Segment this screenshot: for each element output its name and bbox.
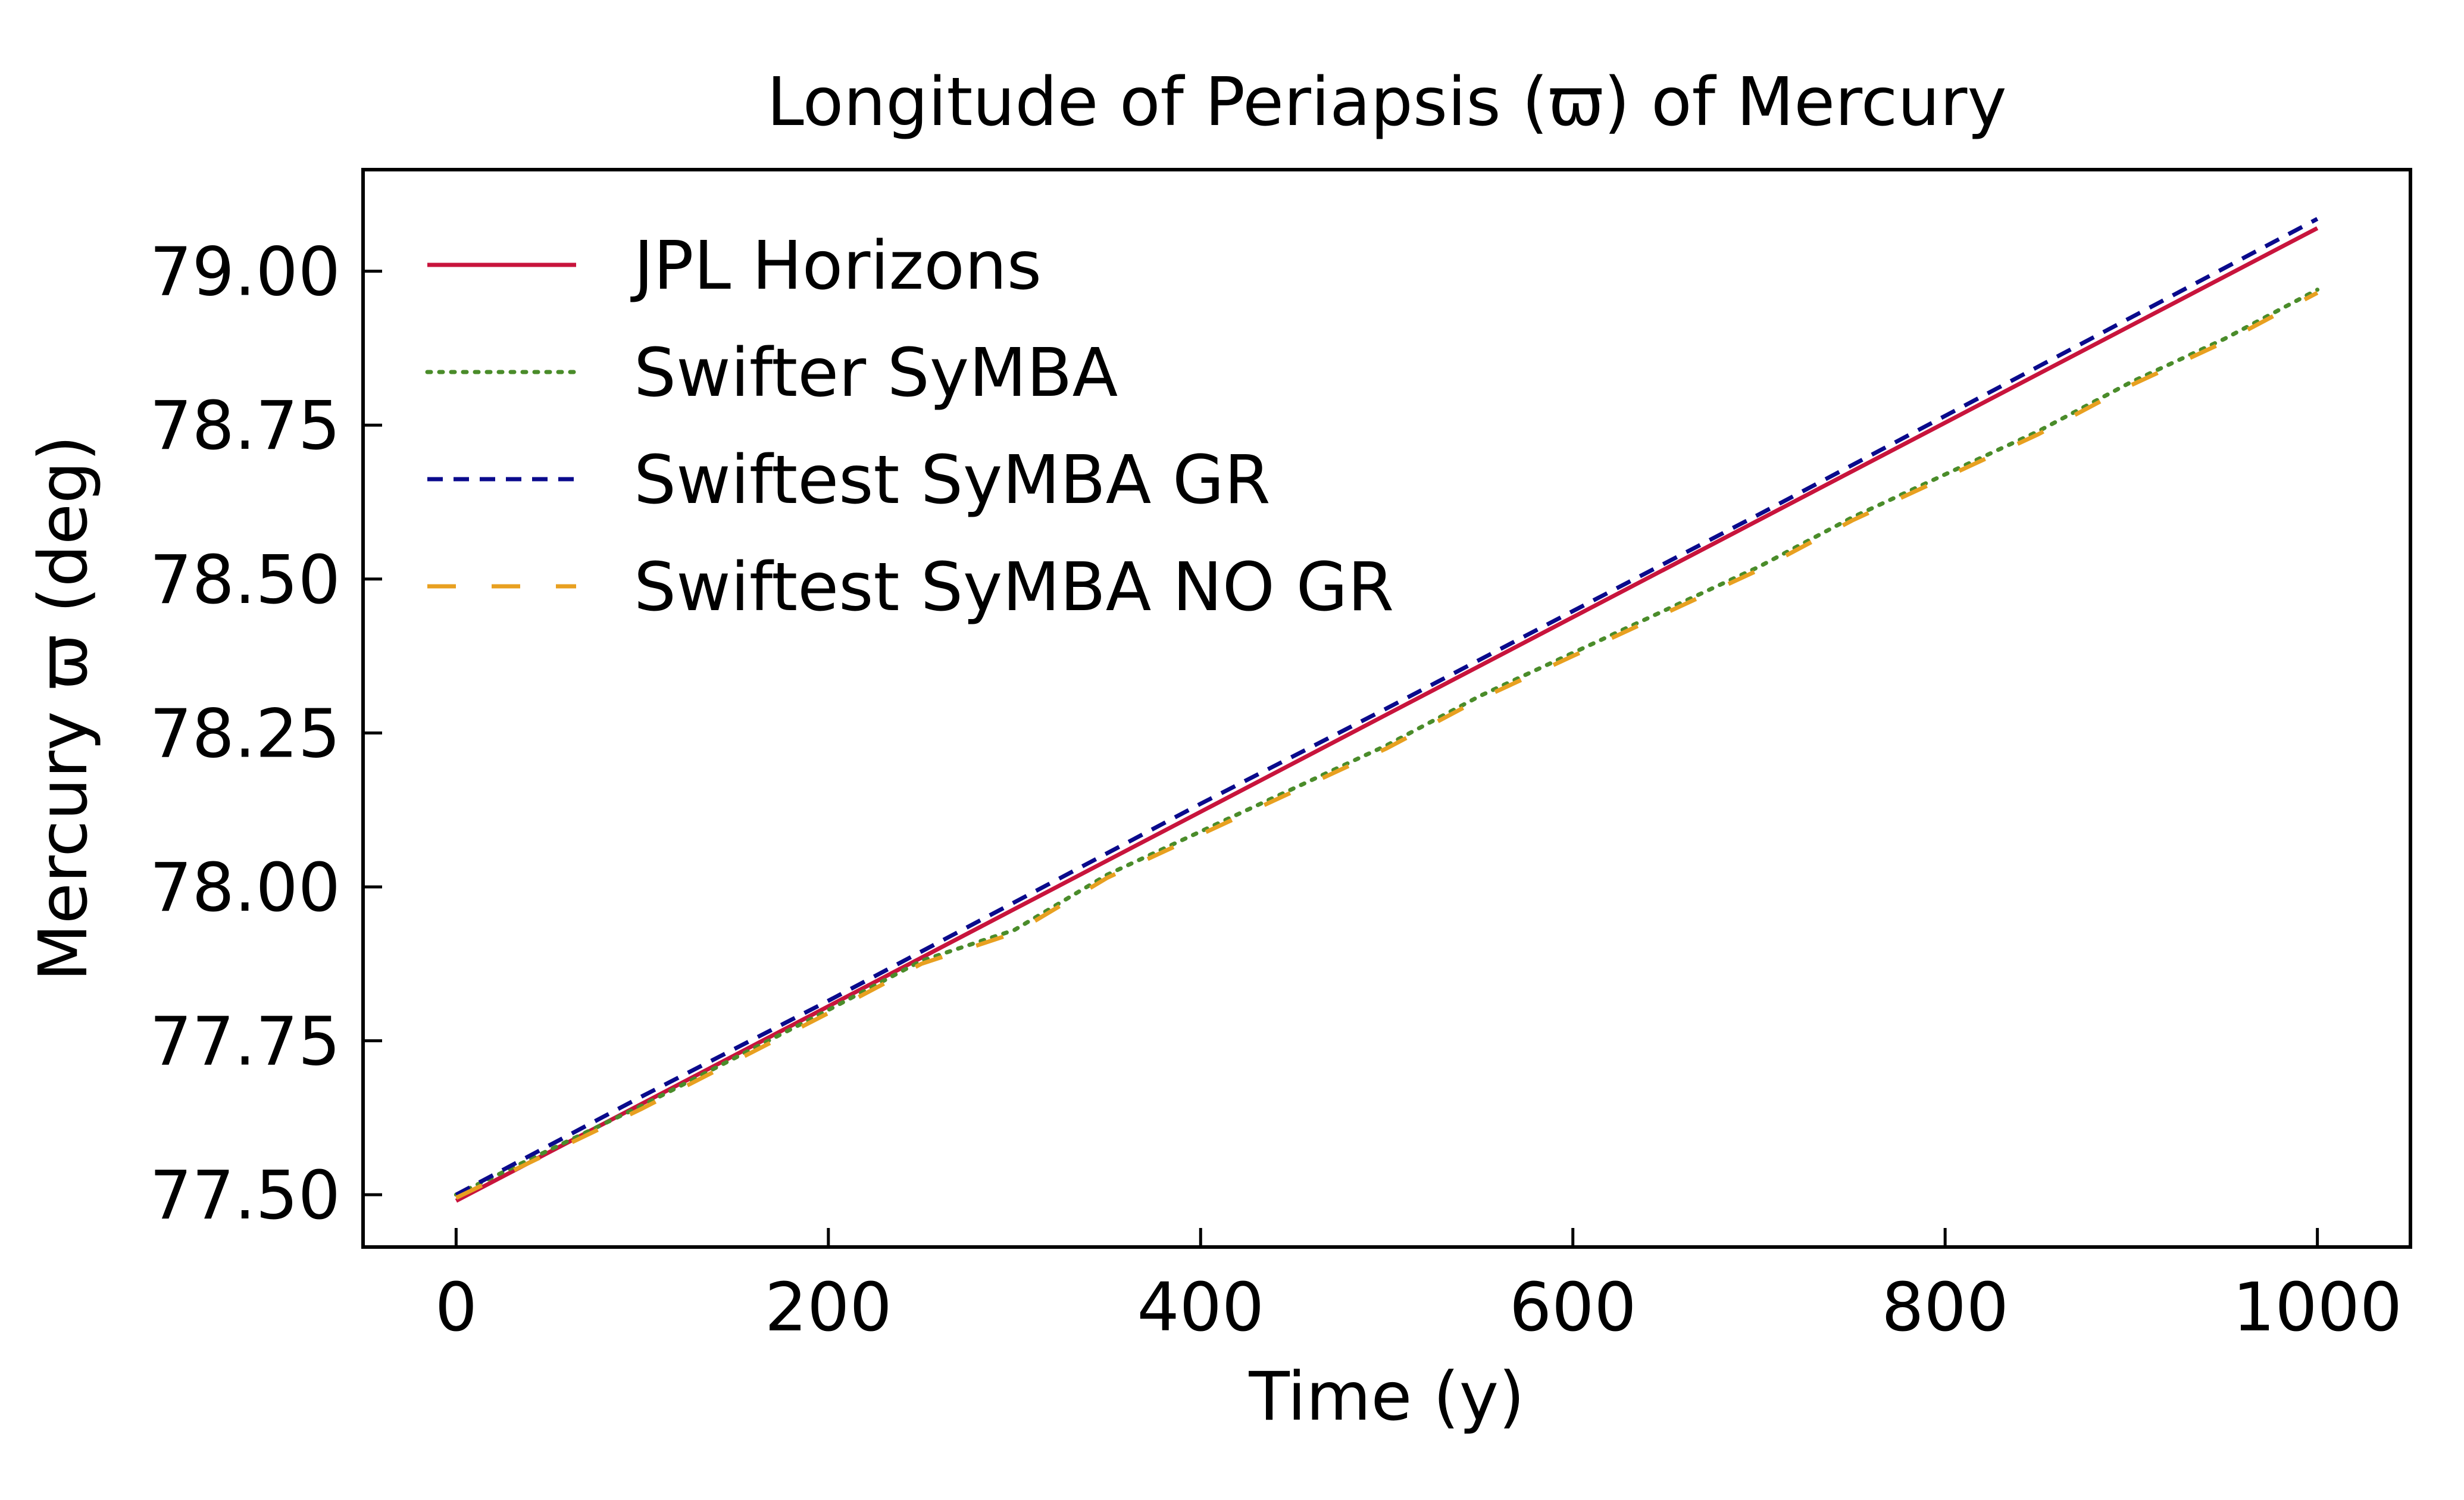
y-axis-label: Mercury ϖ (deg): [25, 435, 102, 982]
legend-label-1: JPL Horizons: [630, 227, 1042, 305]
x-tick-label: 400: [1137, 1269, 1264, 1346]
series-line-4: [455, 290, 2319, 1200]
x-tick-label: 800: [1881, 1269, 2009, 1346]
y-tick-label: 77.75: [149, 1004, 340, 1081]
series-layer: [454, 217, 2320, 1203]
tick-layer: 0 200 400 600 800 1000 77.50 77.75 78.00 78.25 78.…: [149, 234, 2402, 1346]
x-tick-label: 200: [765, 1269, 892, 1346]
series-line-1: [455, 226, 2319, 1203]
legend: JPL Horizons Swifter SyMBA Swiftest SyMBA …: [425, 227, 1394, 626]
chart-title: Longitude of Periapsis (ϖ) of Mercury: [767, 64, 2006, 141]
x-tick-label: 1000: [2232, 1269, 2402, 1346]
y-tick-label: 78.75: [149, 388, 340, 465]
x-axis-label: Time (y): [1248, 1358, 1524, 1436]
y-tick-label: 78.00: [149, 849, 340, 927]
plot-frame: [361, 168, 2412, 1249]
series-line-3: [455, 217, 2319, 1197]
legend-label-3: Swiftest SyMBA GR: [634, 442, 1271, 519]
y-tick-label: 79.00: [149, 234, 340, 311]
x-tick-label: 0: [435, 1269, 477, 1346]
x-tick-label: 600: [1509, 1269, 1637, 1346]
legend-label-2: Swifter SyMBA: [634, 335, 1118, 412]
legend-label-4: Swiftest SyMBA NO GR: [634, 549, 1394, 626]
y-tick-label: 78.50: [149, 542, 340, 619]
y-tick-label: 78.25: [149, 695, 340, 773]
y-tick-label: 77.50: [149, 1157, 340, 1235]
